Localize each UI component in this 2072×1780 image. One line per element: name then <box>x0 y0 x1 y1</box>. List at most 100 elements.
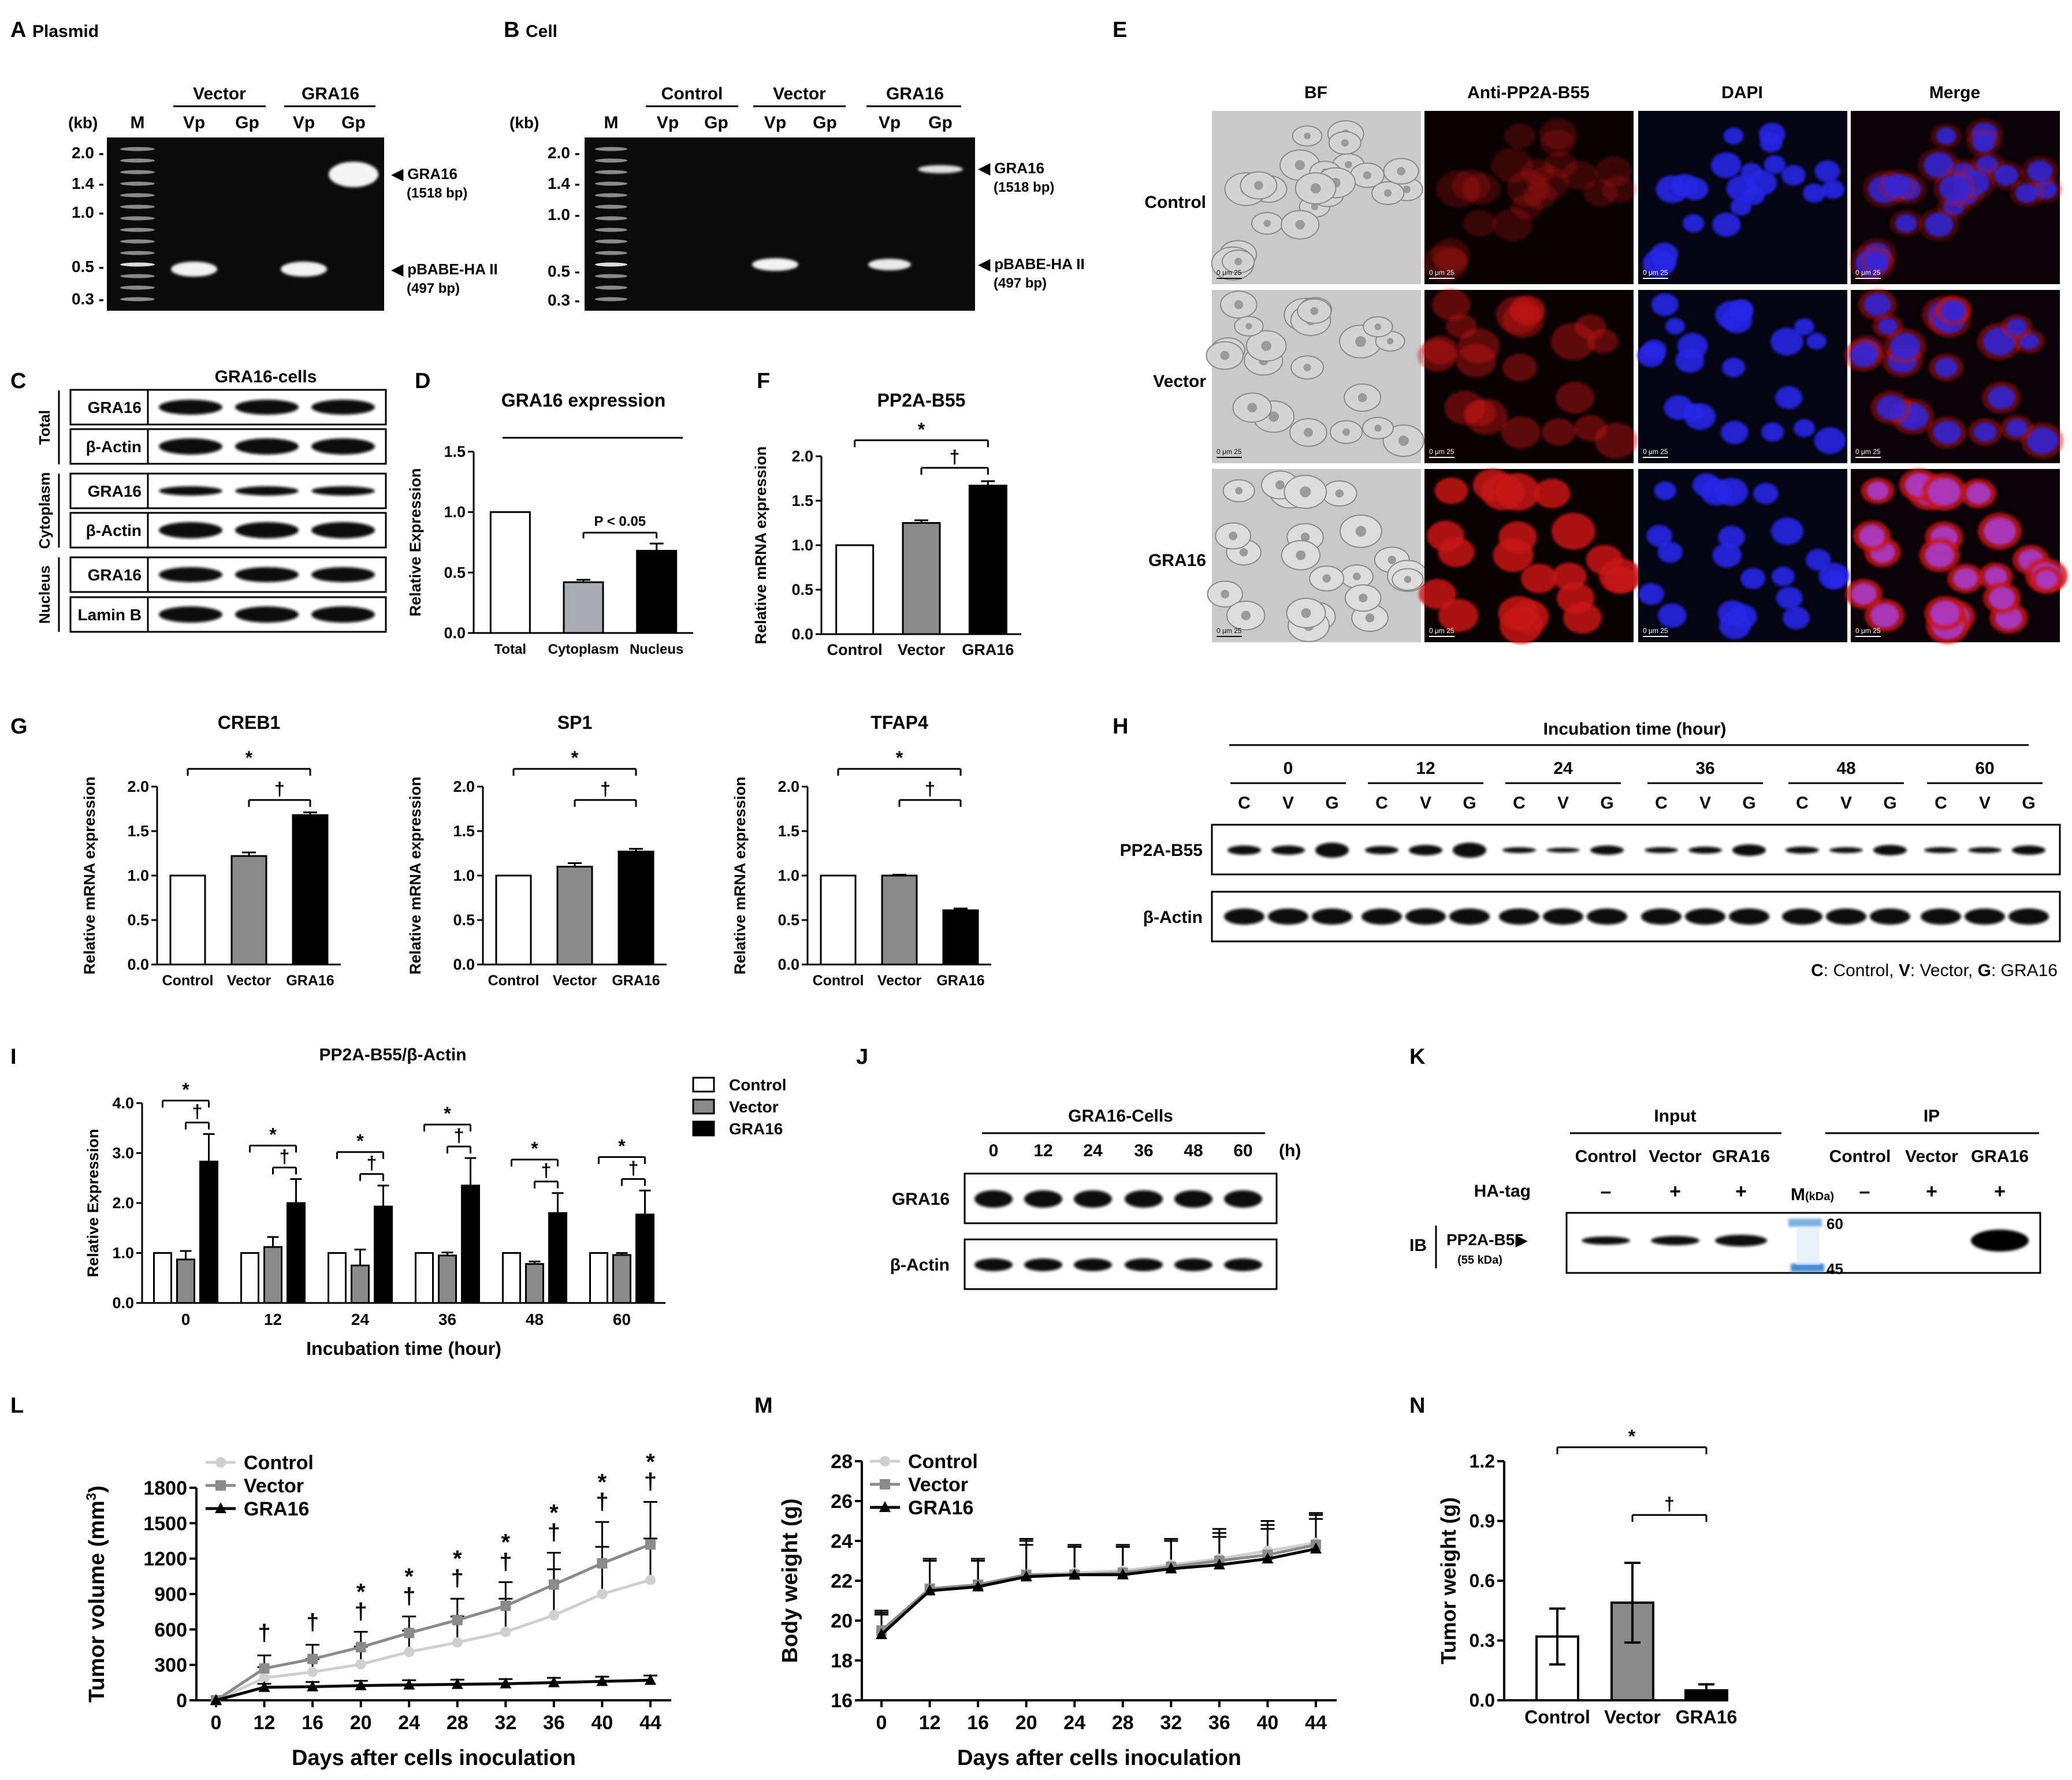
panel-h-band-pp2a <box>1453 843 1486 858</box>
chart-l-point-vector <box>597 1558 608 1569</box>
chart-d-bar-cytoplasm <box>563 581 604 634</box>
chart-i-y-tick-label: 1.0 <box>112 1245 134 1262</box>
panel-b-lane-label: Vp <box>879 113 901 132</box>
panel-e-scale-label: 0 μm 25 <box>1217 269 1242 277</box>
chart-l-x-tick-label: 16 <box>302 1712 323 1734</box>
chart-g1-sig-star-symbol: * <box>245 747 253 768</box>
panel-k-band-vector <box>1651 1236 1699 1245</box>
panel-e-bf-nucleus <box>1386 338 1394 345</box>
panel-e-red-cell <box>1463 210 1497 237</box>
chart-i-x-label: Incubation time (hour) <box>306 1338 501 1359</box>
panel-j-band-actin <box>1174 1258 1212 1271</box>
panel-b-band-gra16-gp <box>918 165 963 173</box>
panel-e-dapi-nucleus <box>1764 155 1786 174</box>
chart-l-point-control <box>355 1659 366 1670</box>
chart-m-legend-marker <box>880 1456 890 1466</box>
panel-h-band-pp2a <box>1924 847 1958 853</box>
panel-e-red-cell <box>1556 382 1595 414</box>
panel-k-ib-label: IB <box>1409 1236 1427 1255</box>
panel-h-row-label: β-Actin <box>1143 908 1203 927</box>
panel-e-dapi-nucleus <box>1794 318 1814 336</box>
chart-i-sig-star-symbol: * <box>182 1079 189 1100</box>
panel-e-dapi-nucleus <box>1718 526 1745 549</box>
chart-i-bar-gra16 <box>287 1202 306 1304</box>
panel-e-bf-nucleus <box>1294 160 1305 170</box>
panel-e-red-cell <box>1433 248 1468 275</box>
panel-e-merge-nucleus <box>1984 567 2007 587</box>
panel-e-bf-nucleus <box>1322 574 1331 583</box>
panel-k-lane-label: Control <box>1575 1147 1637 1166</box>
panel-h-band-pp2a <box>1365 846 1398 854</box>
chart-l-x-tick-label: 44 <box>639 1712 661 1734</box>
chart-g3-bar-vector <box>881 874 918 966</box>
panel-b-lane-label: Gp <box>813 113 837 132</box>
panel-k-lane-label: Vector <box>1905 1147 1958 1166</box>
panel-letter-n: N <box>1409 1394 1425 1418</box>
panel-e-dapi-nucleus <box>1781 165 1806 186</box>
chart-l-x-label: Days after cells inoculation <box>292 1746 576 1770</box>
panel-e-dapi-nucleus <box>1726 175 1758 202</box>
chart-l-point-vector <box>259 1663 270 1674</box>
panel-e-dapi-nucleus <box>1805 549 1831 571</box>
panel-k-tag-label: HA-tag <box>1474 1182 1531 1201</box>
panel-j-band-actin <box>1074 1258 1112 1271</box>
chart-l-point-vector <box>307 1654 318 1664</box>
chart-n-y-tick-label: 0.0 <box>1470 1690 1495 1711</box>
panel-e-red-cell <box>1540 129 1575 157</box>
chart-f-y-label: Relative mRNA expression <box>752 446 769 645</box>
chart-g1-bar-gra16 <box>292 814 329 966</box>
panel-e-merge-nucleus <box>1933 420 1961 445</box>
panel-e-bf-nucleus <box>1355 336 1366 347</box>
panel-letter-g: G <box>10 714 28 739</box>
chart-i-category-label: 0 <box>181 1310 191 1328</box>
panel-j-band-gra16 <box>974 1190 1013 1208</box>
chart-i-sig-dagger-symbol: † <box>367 1153 377 1174</box>
chart-l-sig-dagger: † <box>548 1520 560 1545</box>
panel-c-band <box>159 567 222 582</box>
panel-e-dapi-nucleus <box>1823 570 1845 589</box>
chart-l-x-tick-label: 36 <box>543 1712 565 1734</box>
panel-h-band-actin <box>1449 908 1490 925</box>
panel-j-band-gra16 <box>1224 1190 1262 1208</box>
panel-a-ladder-band <box>120 262 155 267</box>
panel-letter-e: E <box>1113 18 1127 42</box>
chart-f-category-label: Control <box>827 641 883 658</box>
panel-e-merge-nucleus <box>1941 300 1966 322</box>
chart-m-x-tick-label: 28 <box>1112 1712 1134 1734</box>
panel-k-sign: + <box>1669 1181 1681 1202</box>
chart-m-y-tick-label: 28 <box>831 1451 853 1473</box>
chart-i-legend-swatch <box>692 1077 715 1093</box>
chart-l-sig-star: * <box>549 1500 559 1525</box>
panel-e-dapi-nucleus <box>1770 517 1803 545</box>
chart-n-y-tick-label: 0.9 <box>1470 1511 1495 1532</box>
panel-k-band-control <box>1582 1237 1630 1245</box>
panel-e-merge-nucleus <box>1935 358 1958 378</box>
chart-g1-title: CREB1 <box>218 712 280 733</box>
panel-h-legend-part: G <box>1978 961 1991 980</box>
panel-e-bf-nucleus <box>1359 593 1368 603</box>
chart-d-category-label: Total <box>494 642 527 657</box>
chart-g1-y-tick-label: 0.5 <box>127 911 149 929</box>
panel-e-bf-nucleus <box>1397 167 1405 176</box>
panel-e-dapi-nucleus <box>1638 583 1664 605</box>
panel-e-red-cell <box>1493 538 1534 572</box>
chart-m-legend-label: Control <box>908 1451 978 1473</box>
panel-j-band-actin <box>974 1258 1013 1271</box>
chart-f-y-tick-label: 0.0 <box>791 625 813 643</box>
chart-g2-y-tick-label: 0.5 <box>453 911 475 929</box>
panel-e-merge-nucleus <box>1850 344 1878 367</box>
panel-c-band <box>235 438 299 455</box>
panel-k-marker-label: M(kDa) <box>1791 1185 1834 1204</box>
chart-i-bar-vector <box>176 1258 195 1304</box>
panel-a-band-size-gra16: (1518 bp) <box>407 185 467 201</box>
panel-e-merge-nucleus <box>1924 152 1954 178</box>
chart-l-point-control <box>259 1673 270 1684</box>
panel-b-ladder-label: 1.0 - <box>548 206 580 224</box>
chart-l-sig-dagger: † <box>596 1489 608 1514</box>
panel-e-merge-nucleus <box>2026 427 2058 455</box>
panel-h-band-actin <box>1965 908 2005 925</box>
panel-e-column-label: BF <box>1304 83 1327 102</box>
chart-g3-y-tick-label: 2.0 <box>778 778 799 795</box>
chart-l-point-gra16 <box>210 1694 222 1705</box>
chart-l-point-vector <box>355 1642 366 1652</box>
